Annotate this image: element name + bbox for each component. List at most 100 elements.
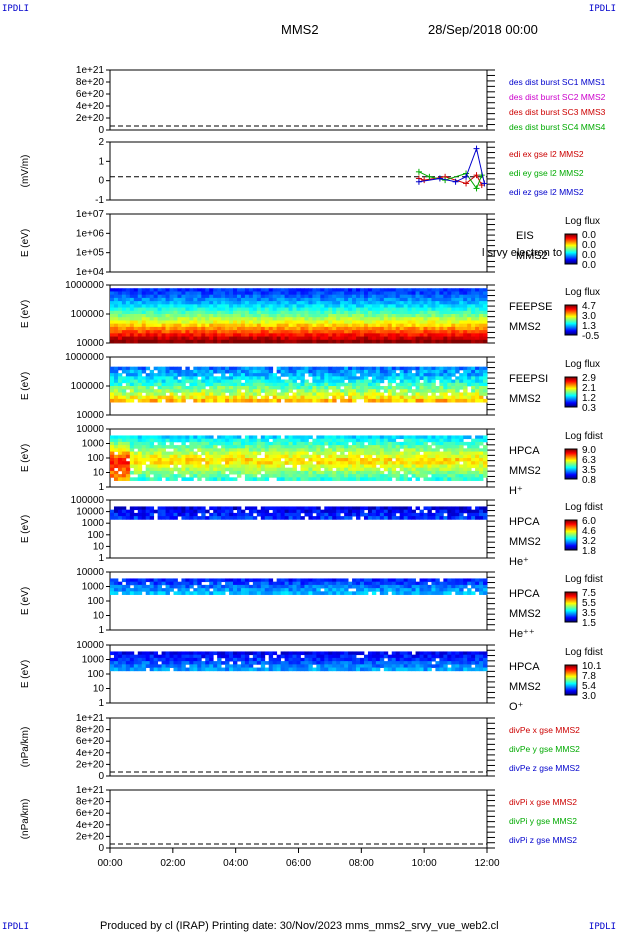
spectrogram-cell bbox=[276, 581, 282, 586]
spectrogram-cell bbox=[236, 451, 242, 456]
spectrogram-cell bbox=[260, 336, 266, 341]
spectrogram-cell bbox=[415, 304, 420, 308]
spectrogram-cell bbox=[387, 392, 393, 397]
spectrogram-cell bbox=[125, 512, 131, 517]
spectrogram-cell bbox=[463, 330, 468, 334]
spectrogram-cell bbox=[233, 435, 238, 440]
spectrogram-cell bbox=[165, 317, 170, 321]
spectrogram-cell bbox=[233, 516, 238, 520]
spectrogram-cell bbox=[153, 294, 159, 299]
spectrogram-cell bbox=[201, 307, 206, 312]
spectrogram-cell bbox=[340, 588, 345, 592]
spectrogram-cell bbox=[328, 445, 333, 449]
spectrogram-cell bbox=[332, 366, 337, 371]
spectrogram-cell bbox=[248, 307, 254, 312]
spectrogram-cell bbox=[193, 474, 198, 478]
colorbar-step bbox=[565, 377, 577, 379]
spectrogram-cell bbox=[363, 581, 369, 586]
spectrogram-cell bbox=[133, 584, 139, 589]
spectrogram-cell bbox=[340, 323, 345, 328]
spectrogram-cell bbox=[129, 389, 135, 393]
spectrogram-cell bbox=[300, 458, 305, 462]
spectrogram-cell bbox=[173, 578, 178, 583]
spectrogram-cell bbox=[288, 454, 293, 459]
spectrogram-cell bbox=[113, 464, 119, 469]
spectrogram-cell bbox=[229, 458, 234, 462]
spectrogram-cell bbox=[244, 288, 250, 292]
spectrogram-cell bbox=[296, 458, 301, 462]
spectrogram-cell bbox=[352, 451, 357, 456]
spectrogram-cell bbox=[328, 506, 333, 511]
spectrogram-cell bbox=[169, 288, 174, 292]
spectrogram-cell bbox=[379, 386, 385, 390]
spectrogram-cell bbox=[336, 581, 341, 586]
spectrogram-cell bbox=[360, 326, 365, 331]
instrument-label: HPCA bbox=[509, 516, 540, 528]
spectrogram-cell bbox=[117, 581, 123, 586]
spectrogram-cell bbox=[185, 330, 190, 334]
spectrogram-cell bbox=[300, 584, 305, 589]
spectrogram-cell bbox=[141, 366, 147, 371]
spectrogram-cell bbox=[383, 445, 389, 449]
spectrogram-cell bbox=[165, 509, 170, 514]
spectrogram-cell bbox=[233, 307, 238, 312]
spectrogram-cell bbox=[125, 301, 131, 305]
spectrogram-cell bbox=[233, 326, 238, 331]
spectrogram-cell bbox=[169, 326, 174, 331]
spectrogram-cell bbox=[117, 333, 123, 337]
spectrogram-cell bbox=[268, 467, 274, 472]
spectrogram-cell bbox=[129, 588, 135, 592]
spectrogram-cell bbox=[328, 382, 333, 387]
spectrogram-cell bbox=[292, 317, 297, 321]
spectrogram-cell bbox=[129, 578, 135, 583]
spectrogram-cell bbox=[213, 310, 218, 315]
spectrogram-cell bbox=[244, 474, 250, 478]
spectrogram-cell bbox=[110, 474, 115, 478]
spectrogram-cell bbox=[391, 373, 397, 377]
spectrogram-cell bbox=[316, 588, 321, 592]
spectrogram-cell bbox=[217, 578, 222, 583]
spectrogram-cell bbox=[165, 294, 170, 299]
spectrogram-cell bbox=[383, 294, 389, 299]
spectrogram-cell bbox=[145, 323, 151, 328]
instrument-label: HPCA bbox=[509, 588, 540, 600]
spectrogram-cell bbox=[403, 448, 409, 452]
spectrogram-cell bbox=[395, 516, 401, 520]
spectrogram-cell bbox=[415, 288, 420, 292]
spectrogram-cell bbox=[467, 376, 472, 380]
spectrogram-cell bbox=[173, 512, 178, 517]
spectrogram-cell bbox=[423, 386, 428, 390]
spectrogram-cell bbox=[379, 307, 385, 312]
spectrogram-cell bbox=[324, 320, 329, 325]
spectrogram-cell bbox=[304, 307, 309, 312]
spectrogram-cell bbox=[141, 445, 147, 449]
spectrogram-cell bbox=[201, 509, 206, 514]
spectrogram-cell bbox=[248, 516, 254, 520]
spectrogram-cell bbox=[217, 392, 222, 397]
spectrogram-cell bbox=[459, 470, 464, 475]
spectrogram-cell bbox=[288, 294, 293, 299]
spectrogram-cell bbox=[463, 333, 468, 337]
spectrogram-cell bbox=[316, 467, 321, 472]
spectrogram-cell bbox=[181, 382, 186, 387]
spectrogram-cell bbox=[149, 389, 155, 393]
spectrogram-cell bbox=[125, 578, 131, 583]
spectrogram-cell bbox=[336, 369, 341, 374]
spectrogram-cell bbox=[320, 458, 325, 462]
spectrogram-cell bbox=[403, 470, 409, 475]
spectrogram-cell bbox=[403, 474, 409, 478]
spectrogram-cell bbox=[379, 288, 385, 292]
spectrogram-cell bbox=[205, 366, 210, 371]
spectrogram-cell bbox=[181, 301, 186, 305]
colorbar-step bbox=[565, 456, 577, 458]
spectrogram-cell bbox=[193, 366, 198, 371]
spectrogram-cell bbox=[125, 588, 131, 592]
spectrogram-cell bbox=[483, 584, 488, 589]
spectrogram-cell bbox=[348, 326, 353, 331]
spectrogram-cell bbox=[169, 474, 174, 478]
spectrogram-cell bbox=[276, 441, 282, 446]
spectrogram-cell bbox=[244, 389, 250, 393]
spectrogram-cell bbox=[431, 320, 436, 325]
spectrogram-cell bbox=[379, 506, 385, 511]
spectrogram-cell bbox=[328, 435, 333, 440]
